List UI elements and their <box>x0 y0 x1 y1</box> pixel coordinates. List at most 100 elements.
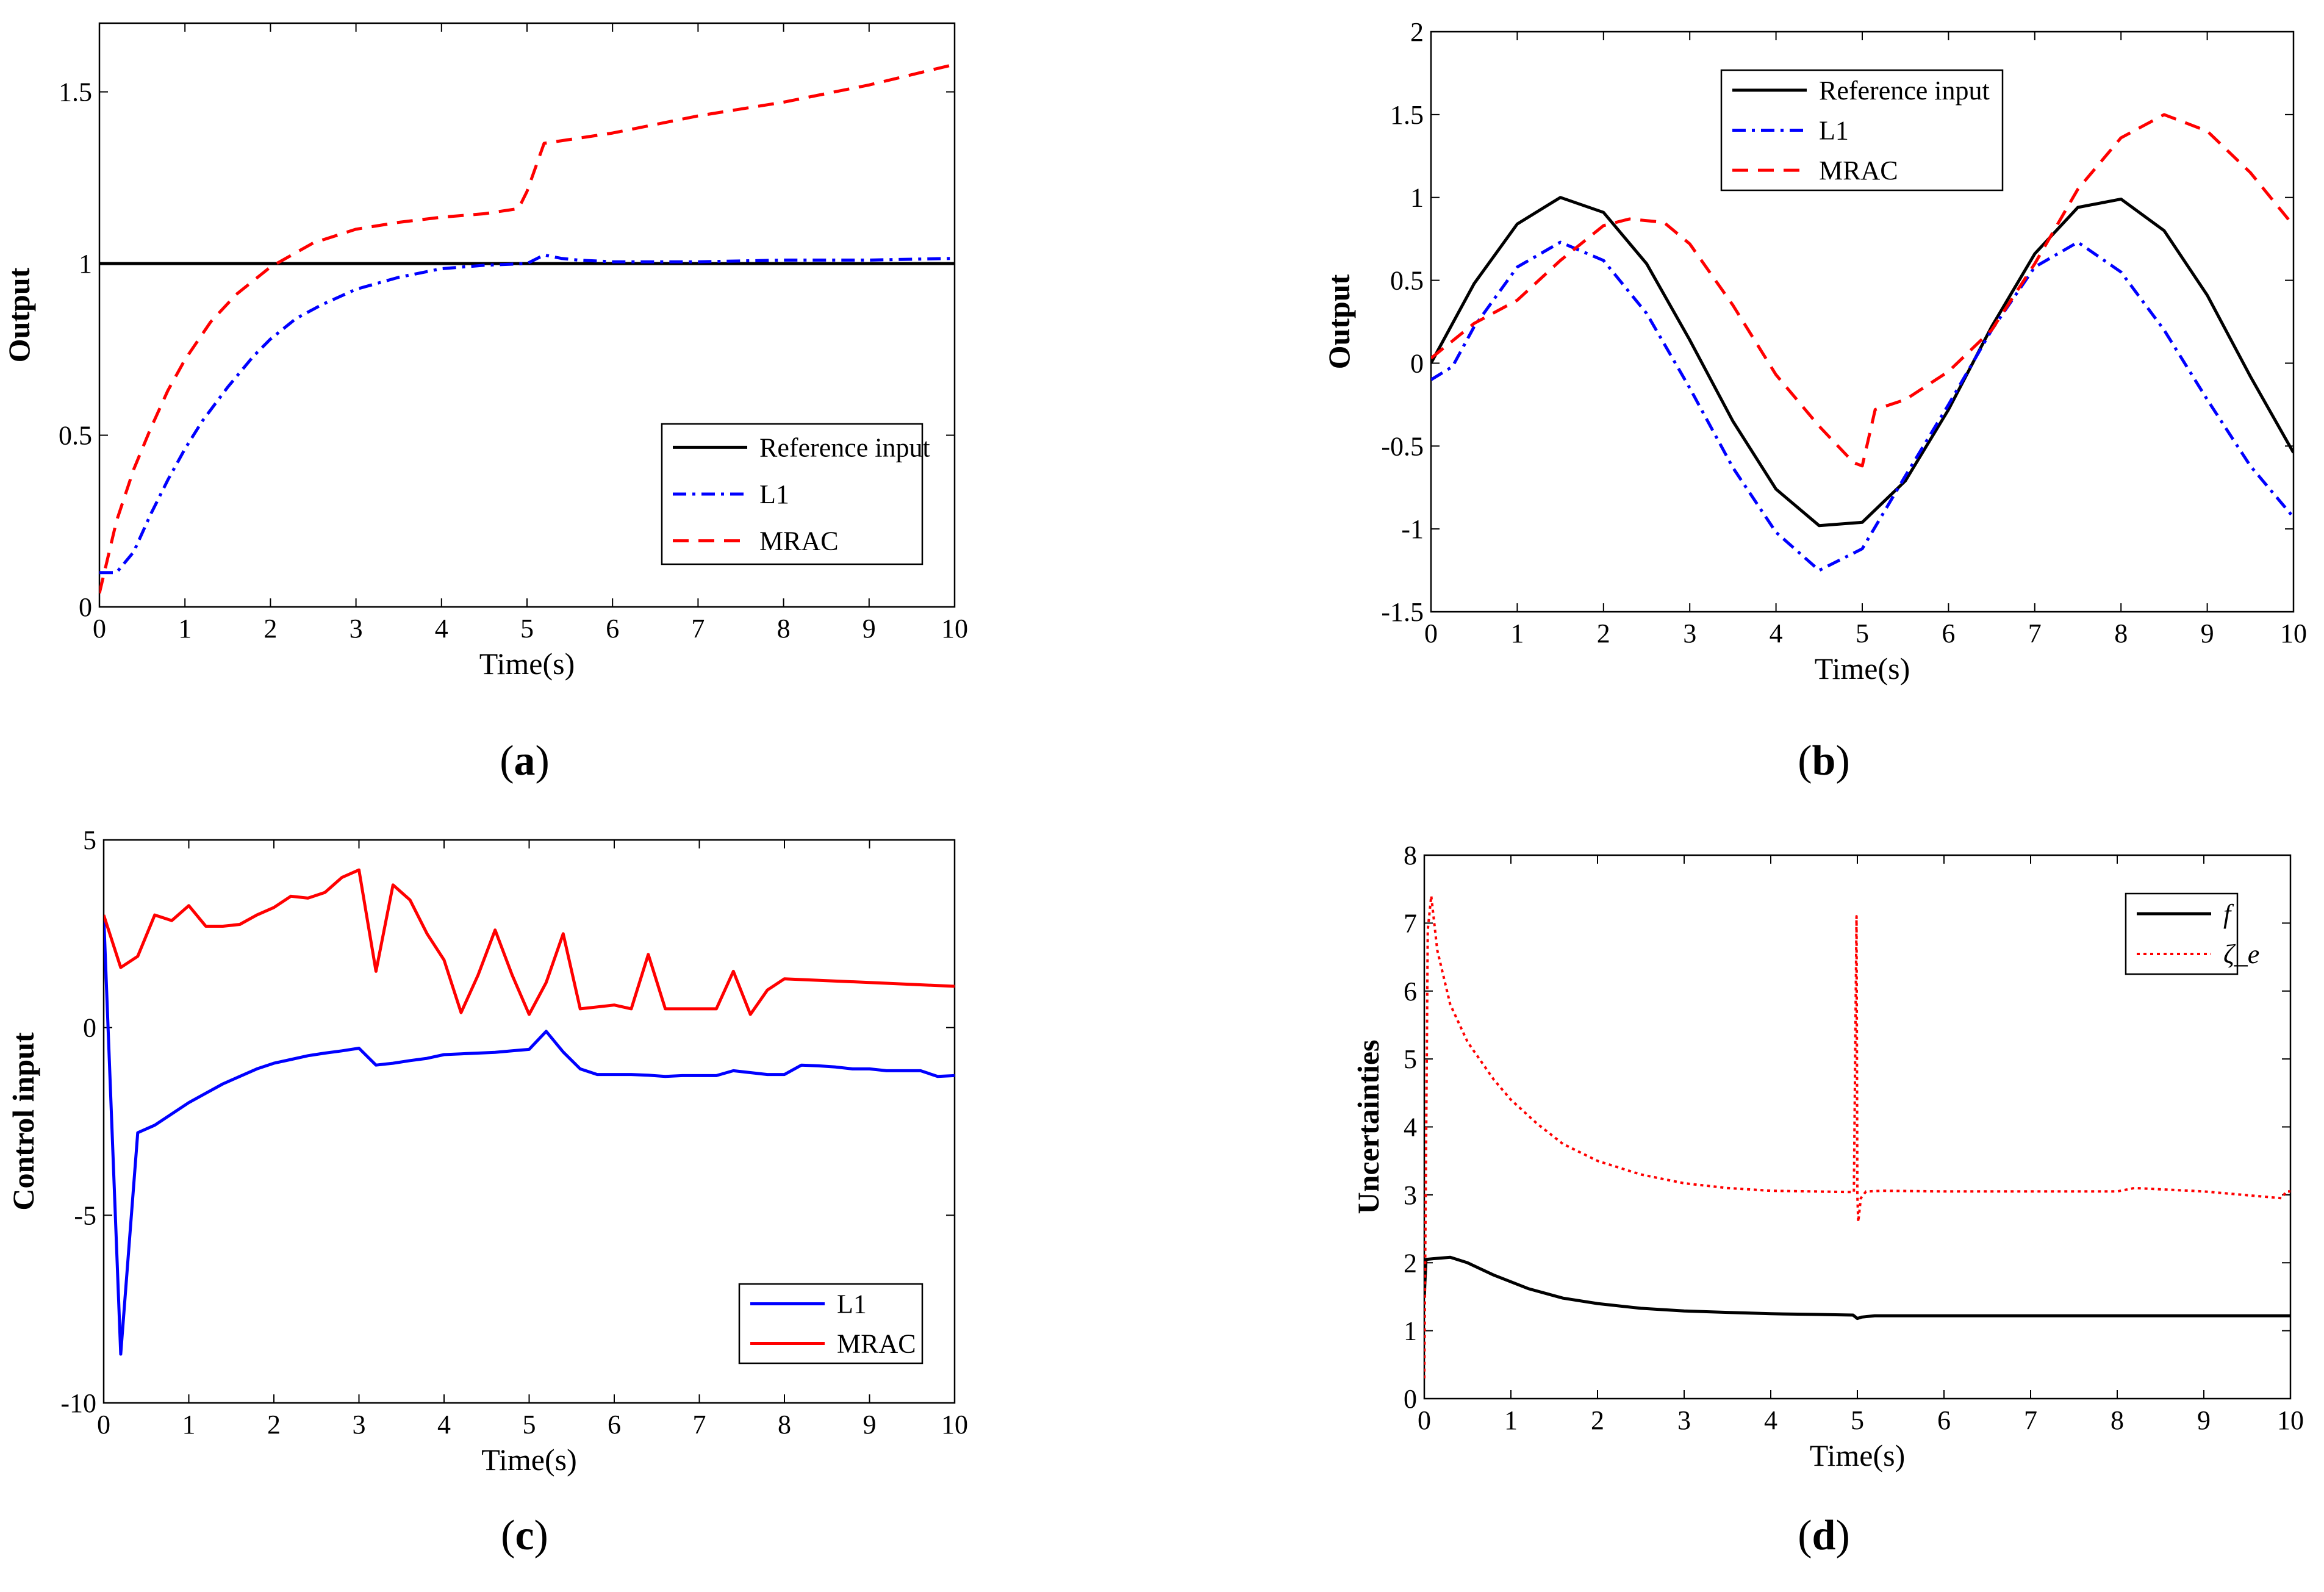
x-tick-label: 9 <box>863 614 876 644</box>
y-axis-label: Output <box>2 267 36 362</box>
x-tick-label: 6 <box>1942 619 1955 648</box>
y-tick-label: 0 <box>1404 1384 1417 1414</box>
chart-d: 0 1 2 3 4 5 6 7 8 9 10 0 1 2 3 4 5 6 7 8 Time(s) Uncertaintie… <box>1351 841 2304 1559</box>
y-tick-label: 6 <box>1404 977 1417 1006</box>
x-tick-label: 9 <box>2197 1405 2211 1435</box>
x-tick-label: 1 <box>1504 1405 1518 1435</box>
legend-box <box>2125 892 2239 975</box>
legend-entry: MRAC <box>1819 156 1898 185</box>
legend-box <box>738 1283 924 1364</box>
panel-caption: (c) <box>501 1512 548 1559</box>
y-tick-label: -0.5 <box>1381 431 1424 461</box>
x-tick-label: 8 <box>2111 1405 2124 1435</box>
y-tick-label: 7 <box>1404 908 1417 938</box>
x-axis-label: Time(s) <box>479 647 575 681</box>
legend-entry: ζ_e <box>2223 939 2259 969</box>
x-tick-label: 7 <box>691 614 705 644</box>
x-tick-label: 4 <box>435 614 448 644</box>
series-line-l1 <box>1431 240 2294 572</box>
y-tick-label: -1.5 <box>1381 597 1424 627</box>
x-tick-label: 4 <box>1770 619 1783 648</box>
x-tick-label: 8 <box>777 614 791 644</box>
x-tick-label: 2 <box>1591 1405 1604 1435</box>
x-tick-label: 8 <box>778 1410 791 1440</box>
y-tick-label: 8 <box>1404 841 1417 870</box>
x-tick-label: 3 <box>353 1410 366 1440</box>
x-axis-label: Time(s) <box>1815 651 1910 686</box>
series-line-f <box>1424 1255 2290 1321</box>
y-tick-label: 0.5 <box>1390 266 1424 296</box>
x-tick-label: 2 <box>264 614 277 644</box>
x-tick-label: 9 <box>863 1410 877 1440</box>
x-tick-label: 10 <box>941 614 968 644</box>
y-tick-label: 0 <box>83 1013 96 1043</box>
x-tick-label: 1 <box>182 1410 196 1440</box>
legend-entry: Reference input <box>1819 76 1990 106</box>
x-axis-label: Time(s) <box>1810 1438 1906 1472</box>
y-tick-label: 4 <box>1404 1113 1417 1142</box>
y-tick-label: 1.5 <box>59 77 92 107</box>
x-tick-label: 7 <box>693 1410 706 1440</box>
x-tick-label: 7 <box>2024 1405 2037 1435</box>
y-tick-label: 0 <box>79 592 92 622</box>
y-tick-label: 5 <box>83 825 96 855</box>
y-tick-label: 1 <box>79 249 92 279</box>
x-tick-label: 6 <box>608 1410 621 1440</box>
legend-entry: MRAC <box>759 526 839 556</box>
y-tick-label: 1 <box>1404 1316 1417 1346</box>
x-tick-label: 10 <box>2280 619 2307 648</box>
x-tick-label: 4 <box>1764 1405 1777 1435</box>
x-tick-label: 3 <box>1677 1405 1691 1435</box>
panel-caption: (b) <box>1798 737 1850 784</box>
legend-entry: L1 <box>1819 116 1849 146</box>
x-tick-label: 10 <box>2277 1405 2304 1435</box>
legend-entry: Reference input <box>759 432 930 462</box>
x-tick-label: 10 <box>941 1410 968 1440</box>
legend-entry: MRAC <box>837 1329 916 1359</box>
x-tick-label: 9 <box>2201 619 2214 648</box>
panel-caption: (d) <box>1798 1512 1850 1559</box>
y-tick-label: 1 <box>1410 183 1424 213</box>
x-tick-label: 6 <box>606 614 619 644</box>
y-tick-label: 5 <box>1404 1044 1417 1074</box>
series-line-reference-input <box>1431 196 2294 528</box>
y-tick-label: 2 <box>1410 17 1424 47</box>
series-line-l1 <box>99 253 955 575</box>
x-tick-label: 4 <box>437 1410 451 1440</box>
x-tick-label: 5 <box>1851 1405 1864 1435</box>
chart-b: 0 1 2 3 4 5 6 7 8 9 10 -1.5 -1 -0.5 0 0.5 1 1.5 2 Time(s) Ou… <box>1322 17 2307 784</box>
series-line-l1 <box>104 915 955 1356</box>
x-tick-label: 0 <box>93 614 106 644</box>
y-axis-label: Uncertainties <box>1351 1039 1385 1214</box>
y-tick-label: 0 <box>1410 348 1424 378</box>
x-tick-label: 2 <box>1597 619 1610 648</box>
series-line-mrac <box>1431 113 2294 468</box>
x-tick-label: 0 <box>1418 1405 1431 1435</box>
x-tick-label: 3 <box>1683 619 1696 648</box>
x-tick-label: 5 <box>520 614 534 644</box>
y-axis-label: Control input <box>6 1032 40 1211</box>
y-tick-label: 1.5 <box>1390 100 1424 130</box>
y-tick-label: -10 <box>60 1388 96 1418</box>
x-tick-label: 1 <box>178 614 192 644</box>
chart-a: 0 1 2 3 4 5 6 7 8 9 10 0 0.5 1 1.5 Time(s) Output Referen… <box>2 22 968 784</box>
x-tick-label: 0 <box>97 1410 110 1440</box>
series-line-mrac <box>99 63 955 594</box>
x-tick-label: 2 <box>267 1410 281 1440</box>
x-tick-label: 5 <box>1856 619 1869 648</box>
panel-caption: (a) <box>500 737 550 784</box>
x-tick-label: 6 <box>1937 1405 1951 1435</box>
x-tick-label: 1 <box>1510 619 1524 648</box>
legend-entry: L1 <box>837 1289 867 1319</box>
y-tick-label: -1 <box>1401 514 1424 544</box>
x-tick-label: 3 <box>350 614 363 644</box>
x-tick-label: 0 <box>1424 619 1438 648</box>
x-axis-label: Time(s) <box>481 1443 577 1477</box>
legend-entry: L1 <box>759 479 789 509</box>
y-tick-label: -5 <box>74 1200 96 1230</box>
x-tick-label: 7 <box>2028 619 2042 648</box>
y-tick-label: 0.5 <box>59 421 92 451</box>
x-tick-label: 8 <box>2114 619 2128 648</box>
